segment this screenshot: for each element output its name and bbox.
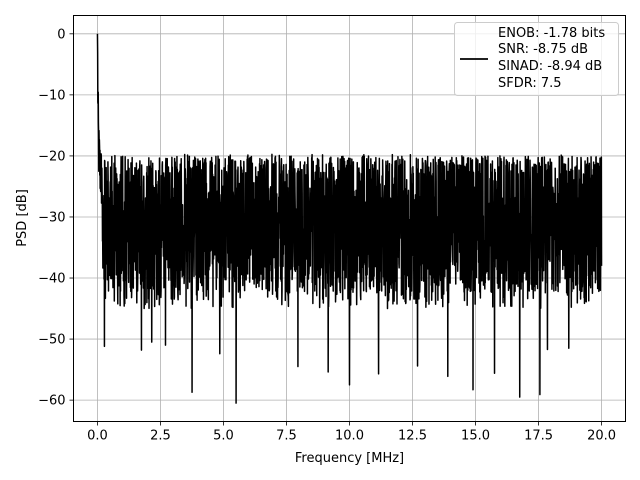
legend-box <box>454 22 619 96</box>
x-tick-label: 20.0 <box>587 429 616 444</box>
y-tick-label: −30 <box>38 210 65 225</box>
x-tick-label: 17.5 <box>524 429 553 444</box>
y-tick-label: −20 <box>38 149 65 164</box>
x-tick-label: 0.0 <box>87 429 108 444</box>
legend-entry-snr: SNR: -8.75 dB <box>498 42 588 57</box>
x-tick-label: 2.5 <box>150 429 171 444</box>
y-tick-label: −50 <box>38 333 65 348</box>
legend-entry-enob: ENOB: -1.78 bits <box>498 26 605 41</box>
x-tick-label: 7.5 <box>276 429 297 444</box>
x-tick-label: 5.0 <box>213 429 234 444</box>
x-tick-label: 15.0 <box>461 429 490 444</box>
x-tick-label: 12.5 <box>398 429 427 444</box>
legend: ENOB: -1.78 bits SNR: -8.75 dB SINAD: -8… <box>454 22 619 96</box>
x-axis-ticks: 0.0 2.5 5.0 7.5 10.0 12.5 15.0 17.5 20.0 <box>87 421 616 444</box>
psd-trace <box>96 33 603 404</box>
y-tick-label: −40 <box>38 272 65 287</box>
y-axis-ticks: 0 −10 −20 −30 −40 −50 −60 <box>38 27 74 409</box>
y-tick-label: 0 <box>57 27 65 42</box>
x-axis-label: Frequency [MHz] <box>295 451 404 466</box>
legend-entry-sinad: SINAD: -8.94 dB <box>498 59 602 74</box>
y-tick-label: −10 <box>38 88 65 103</box>
y-tick-label: −60 <box>38 394 65 409</box>
x-tick-label: 10.0 <box>335 429 364 444</box>
y-axis-label: PSD [dB] <box>15 189 30 247</box>
psd-series-line <box>96 33 603 404</box>
legend-entry-sfdr: SFDR: 7.5 <box>498 76 562 91</box>
